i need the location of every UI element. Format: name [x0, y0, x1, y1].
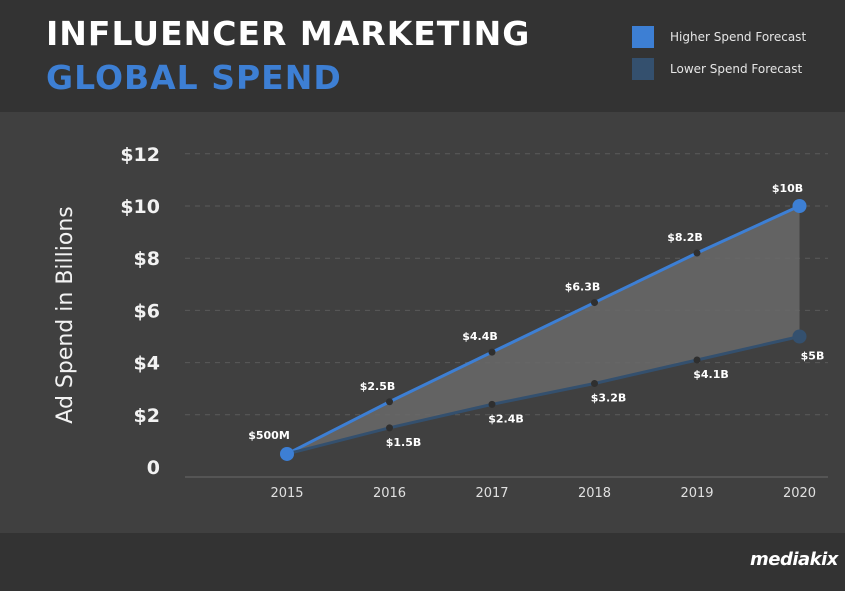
higher-series-point — [693, 249, 701, 257]
data-label-higher: $500M — [248, 429, 290, 442]
data-label-higher: $2.5B — [360, 380, 396, 393]
data-label-higher: $8.2B — [667, 231, 703, 244]
page-subtitle: GLOBAL SPEND — [46, 58, 342, 97]
x-tick-label: 2018 — [578, 486, 611, 501]
data-label-lower: $2.4B — [488, 412, 524, 425]
x-tick-label: 2019 — [680, 486, 713, 501]
higher-series-point — [386, 398, 393, 406]
y-tick-label: $6 — [134, 300, 160, 322]
legend-item-lower: Lower Spend Forecast — [632, 58, 806, 80]
y-tick-label: $2 — [134, 405, 160, 427]
y-axis-label: Ad Spend in Billions — [53, 206, 78, 423]
data-label-lower: $5B — [801, 350, 825, 363]
legend-label-lower: Lower Spend Forecast — [670, 62, 803, 76]
footer-band — [0, 533, 845, 591]
data-label-higher: $10B — [772, 182, 803, 195]
mediakix-logo: mediakix — [750, 549, 838, 570]
y-tick-label: $4 — [134, 353, 160, 375]
chart-legend: Higher Spend Forecast Lower Spend Foreca… — [632, 26, 806, 90]
header-band — [0, 0, 845, 112]
higher-series-point — [488, 348, 496, 356]
legend-swatch-lower — [632, 58, 654, 80]
y-tick-label: $10 — [120, 196, 160, 218]
y-tick-label: $12 — [120, 144, 160, 166]
legend-swatch-higher — [632, 26, 654, 48]
data-label-higher: $4.4B — [462, 330, 498, 343]
x-tick-label: 2017 — [475, 486, 508, 501]
x-tick-label: 2016 — [373, 486, 406, 501]
series-line-lower — [286, 335, 800, 456]
x-tick-label: 2015 — [270, 486, 303, 501]
y-tick-label: $8 — [134, 248, 160, 270]
higher-series-point — [591, 299, 598, 307]
data-label-lower: $4.1B — [693, 368, 729, 381]
data-label-higher: $6.3B — [565, 281, 601, 294]
higher-series-point — [792, 199, 807, 213]
series-line-higher — [286, 204, 801, 456]
lower-series-point — [693, 356, 701, 364]
y-tick-label: 0 — [147, 457, 160, 479]
page-title: INFLUENCER MARKETING — [46, 14, 531, 53]
lower-series-point — [792, 329, 807, 344]
x-tick-label: 2020 — [783, 486, 816, 501]
fill-between-area — [287, 206, 800, 454]
higher-series-point — [280, 446, 294, 461]
legend-label-higher: Higher Spend Forecast — [670, 30, 807, 44]
lower-series-point — [488, 400, 496, 408]
lower-series-point — [591, 379, 598, 387]
lower-series-point — [386, 424, 393, 432]
data-label-lower: $3.2B — [591, 391, 627, 404]
legend-item-higher: Higher Spend Forecast — [632, 26, 806, 48]
data-label-lower: $1.5B — [386, 436, 422, 449]
